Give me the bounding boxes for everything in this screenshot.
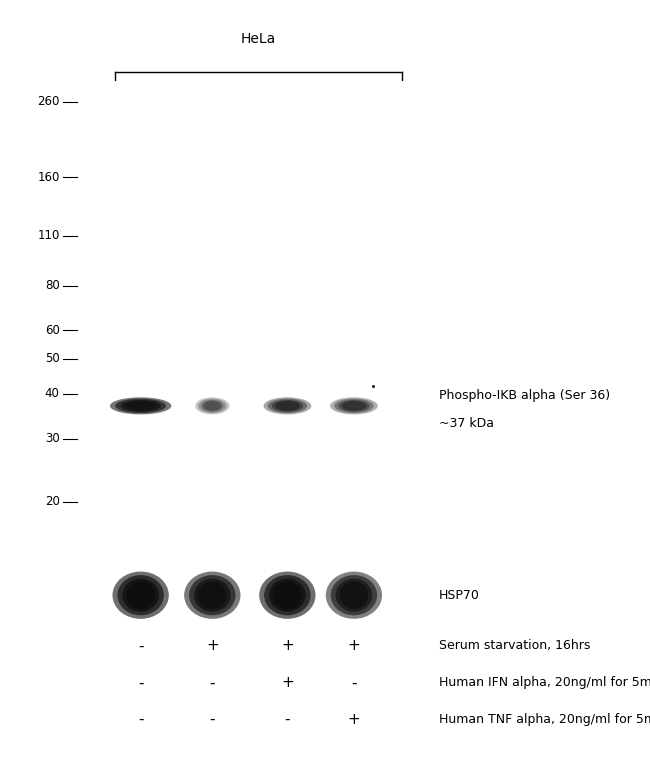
Text: ~37 kDa: ~37 kDa bbox=[439, 418, 494, 431]
Ellipse shape bbox=[121, 400, 161, 412]
Text: +: + bbox=[348, 638, 360, 654]
Text: -: - bbox=[209, 675, 215, 691]
Ellipse shape bbox=[118, 575, 164, 615]
Text: -: - bbox=[138, 675, 144, 691]
Text: 80: 80 bbox=[45, 279, 60, 292]
Ellipse shape bbox=[331, 575, 377, 615]
Ellipse shape bbox=[125, 401, 156, 411]
Text: 160: 160 bbox=[37, 171, 60, 184]
Ellipse shape bbox=[264, 575, 311, 615]
Ellipse shape bbox=[268, 398, 307, 413]
Ellipse shape bbox=[202, 400, 224, 412]
Ellipse shape bbox=[110, 398, 172, 414]
Ellipse shape bbox=[263, 398, 311, 414]
Ellipse shape bbox=[115, 398, 166, 413]
Ellipse shape bbox=[334, 398, 374, 413]
Ellipse shape bbox=[195, 398, 229, 414]
Text: +: + bbox=[348, 712, 360, 727]
Text: Human IFN alpha, 20ng/ml for 5mins: Human IFN alpha, 20ng/ml for 5mins bbox=[439, 677, 650, 689]
Text: +: + bbox=[281, 675, 294, 691]
Text: 50: 50 bbox=[45, 352, 60, 365]
Text: 60: 60 bbox=[45, 324, 60, 337]
Text: HeLa: HeLa bbox=[240, 32, 276, 46]
Ellipse shape bbox=[126, 581, 155, 609]
Ellipse shape bbox=[259, 571, 315, 619]
Text: -: - bbox=[138, 638, 144, 654]
Ellipse shape bbox=[335, 578, 372, 612]
Text: Human TNF alpha, 20ng/ml for 5mins: Human TNF alpha, 20ng/ml for 5mins bbox=[439, 714, 650, 726]
Ellipse shape bbox=[326, 571, 382, 619]
Text: +: + bbox=[206, 638, 218, 654]
Text: -: - bbox=[285, 712, 290, 727]
Ellipse shape bbox=[122, 578, 159, 612]
Ellipse shape bbox=[339, 400, 369, 412]
Ellipse shape bbox=[275, 401, 300, 411]
Ellipse shape bbox=[272, 400, 303, 412]
Ellipse shape bbox=[203, 401, 221, 411]
Ellipse shape bbox=[269, 578, 305, 612]
Text: -: - bbox=[351, 675, 357, 691]
Ellipse shape bbox=[342, 401, 366, 411]
Ellipse shape bbox=[198, 398, 226, 413]
Text: -: - bbox=[209, 712, 215, 727]
Text: 40: 40 bbox=[45, 388, 60, 400]
Text: HSP70: HSP70 bbox=[439, 589, 480, 601]
Ellipse shape bbox=[330, 398, 378, 414]
Ellipse shape bbox=[112, 571, 169, 619]
Ellipse shape bbox=[189, 575, 235, 615]
Ellipse shape bbox=[198, 581, 227, 609]
Text: 20: 20 bbox=[45, 495, 60, 508]
Text: Phospho-IKB alpha (Ser 36): Phospho-IKB alpha (Ser 36) bbox=[439, 389, 610, 402]
Text: +: + bbox=[281, 638, 294, 654]
Ellipse shape bbox=[184, 571, 240, 619]
Ellipse shape bbox=[273, 581, 302, 609]
Text: Serum starvation, 16hrs: Serum starvation, 16hrs bbox=[439, 640, 590, 652]
Ellipse shape bbox=[339, 581, 369, 609]
Text: -: - bbox=[138, 712, 144, 727]
Text: 110: 110 bbox=[37, 229, 60, 242]
Text: 30: 30 bbox=[45, 432, 60, 445]
Text: 260: 260 bbox=[37, 95, 60, 108]
Ellipse shape bbox=[194, 578, 231, 612]
